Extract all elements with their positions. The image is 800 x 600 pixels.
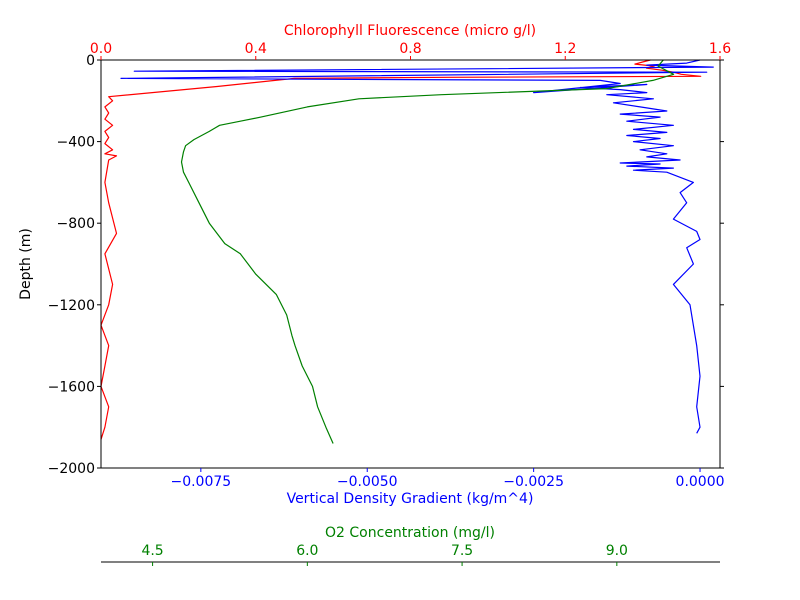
density-axis-label: Vertical Density Gradient (kg/m^4) xyxy=(287,491,534,507)
chlorophyll-tick-label: 0.4 xyxy=(245,41,267,57)
y-axis-label: Depth (m) xyxy=(18,228,34,300)
plot-area xyxy=(101,60,720,468)
density-tick-label: −0.0050 xyxy=(337,474,398,490)
y-tick-label: −2000 xyxy=(48,461,95,477)
y-tick-label: −800 xyxy=(57,216,95,232)
density-tick-label: −0.0025 xyxy=(503,474,564,490)
oxygen-axis-label: O2 Concentration (mg/l) xyxy=(325,525,495,541)
y-tick-label: −1600 xyxy=(48,379,95,395)
oxygen-tick-label: 7.5 xyxy=(451,543,473,559)
chlorophyll-tick-label: 0.0 xyxy=(90,41,112,57)
chlorophyll-tick-label: 1.2 xyxy=(554,41,576,57)
chlorophyll-tick-label: 1.6 xyxy=(709,41,731,57)
chlorophyll-tick-label: 0.8 xyxy=(399,41,421,57)
oxygen-tick-label: 9.0 xyxy=(606,543,628,559)
density-tick-label: 0.0000 xyxy=(676,474,725,490)
y-tick-label: 0 xyxy=(86,53,95,69)
axes: 0 −400 −800 −1200 −1600 −2000 0.0 0.4 0.8 1.2 1.6 −… xyxy=(48,41,731,566)
oxygen-series-line xyxy=(180,59,675,444)
y-tick-label: −400 xyxy=(57,135,95,151)
series-lines xyxy=(100,59,714,444)
chlorophyll-axis-label: Chlorophyll Fluorescence (micro g/l) xyxy=(284,23,536,39)
oxygen-tick-label: 4.5 xyxy=(141,543,163,559)
density-tick-label: −0.0075 xyxy=(170,474,231,490)
oxygen-tick-label: 6.0 xyxy=(296,543,318,559)
y-tick-label: −1200 xyxy=(48,298,95,314)
density-series-line xyxy=(120,59,714,434)
